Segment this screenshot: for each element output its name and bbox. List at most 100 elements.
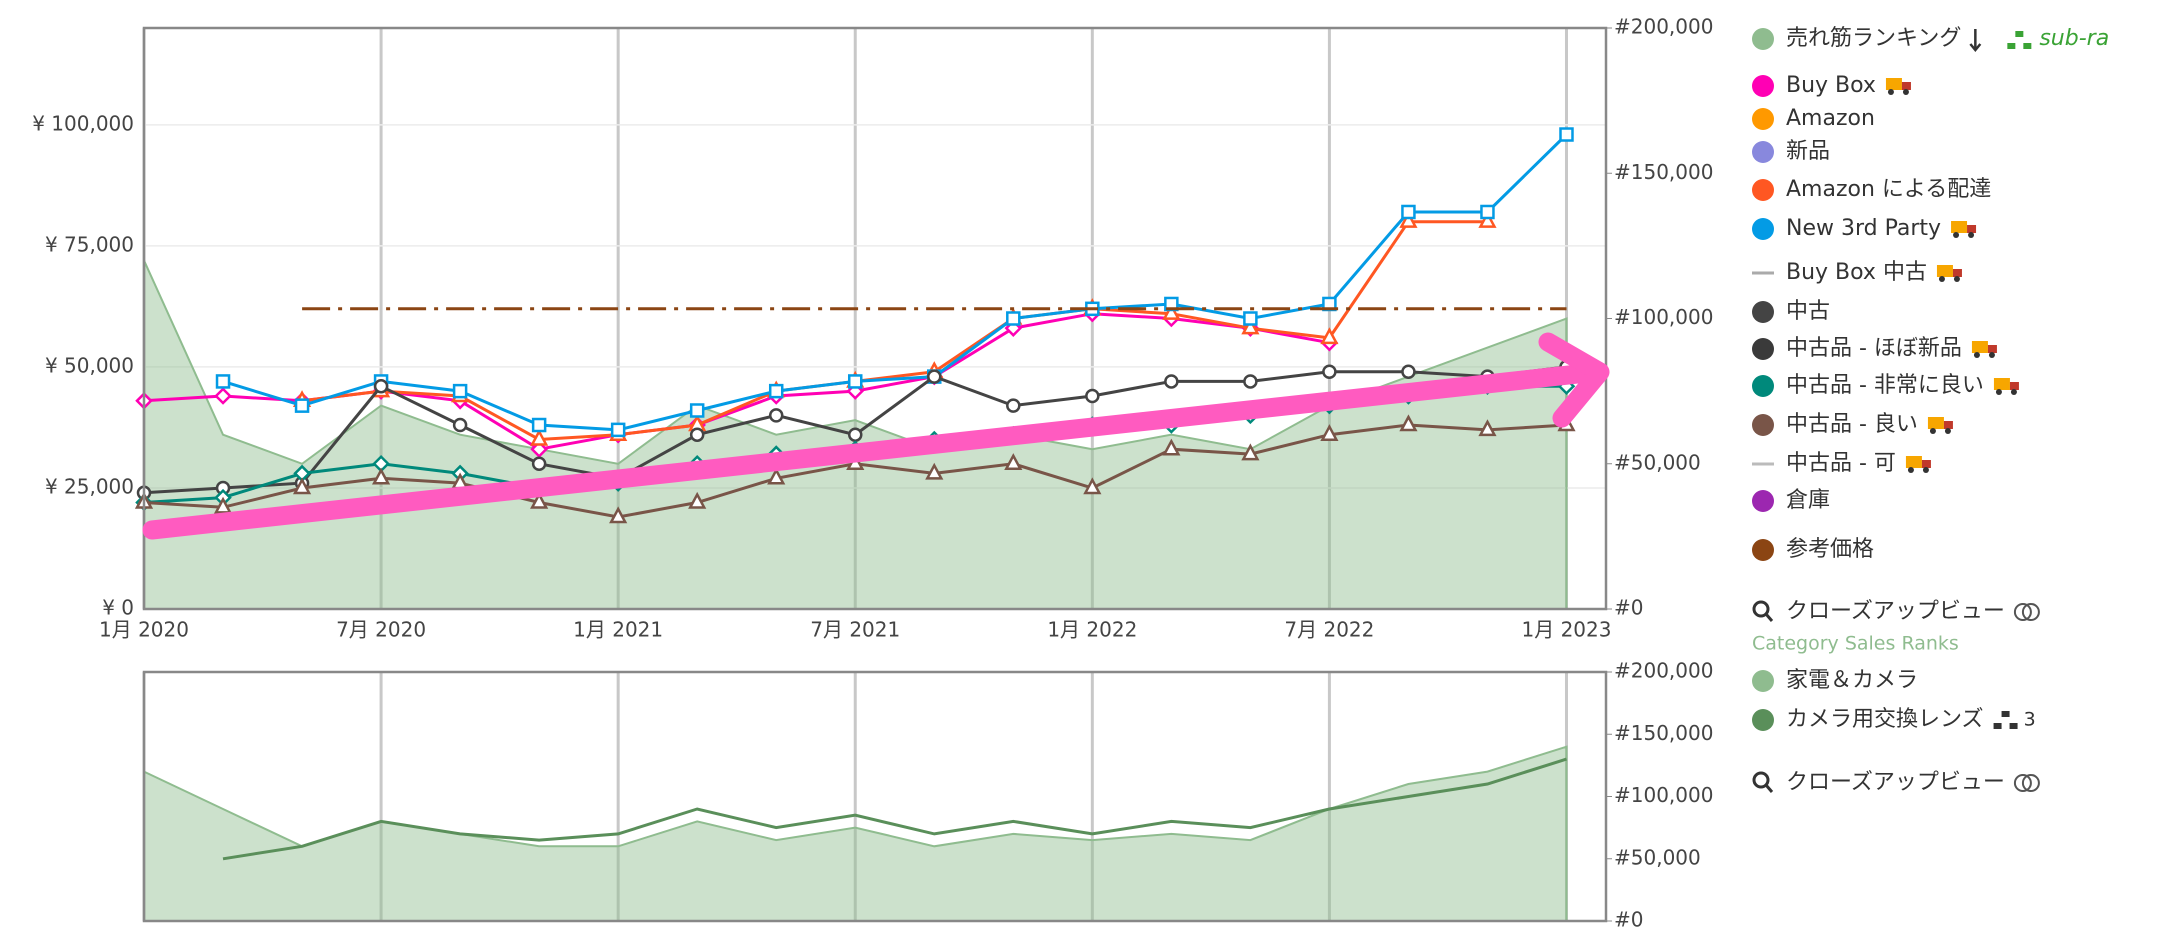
point <box>1243 311 1258 326</box>
point <box>1559 127 1574 142</box>
point <box>1241 443 1260 461</box>
point <box>610 422 626 438</box>
legend-label: 中古品 - 良い <box>1786 412 1918 437</box>
point <box>1162 438 1181 456</box>
legend-label: Buy Box <box>1786 73 1876 98</box>
closeup-label[interactable]: クローズアップビュー <box>1786 770 2005 795</box>
point <box>214 387 232 405</box>
sub-ranks-link[interactable]: sub-ra <box>2039 26 2109 51</box>
point <box>1083 477 1102 495</box>
point <box>768 383 784 399</box>
point <box>1162 303 1181 320</box>
point <box>1478 419 1497 437</box>
x-tick-label: 1月 2022 <box>1047 618 1137 642</box>
legend-symbol <box>1752 179 1774 201</box>
y-tick-label: ¥ 75,000 <box>45 232 134 256</box>
y-tick-label: ¥ 50,000 <box>45 353 134 377</box>
truck-icon <box>1887 89 1894 95</box>
point <box>1085 388 1100 404</box>
truck-icon <box>1922 467 1929 473</box>
truck-icon <box>1988 352 1995 358</box>
point <box>373 379 389 394</box>
truck-icon <box>1953 232 1960 238</box>
point <box>371 467 391 485</box>
y2-tick-label: #200,000 <box>1614 15 1713 39</box>
legend-symbol <box>1752 490 1774 512</box>
legend-symbol <box>1752 75 1774 97</box>
toggle-icon <box>2013 603 2032 621</box>
x-tick-label: 1月 2023 <box>1521 618 1611 642</box>
category-heading: Category Sales Ranks <box>1752 633 1959 655</box>
y2-tick-label: #150,000 <box>1614 721 1713 745</box>
point <box>292 477 312 495</box>
legend-label: 参考価格 <box>1786 537 1874 562</box>
point <box>530 491 549 509</box>
toggle-icon <box>2021 603 2040 621</box>
truck-icon <box>1901 82 1911 90</box>
point <box>1006 311 1021 326</box>
point <box>531 417 547 433</box>
closeup-label[interactable]: クローズアップビュー <box>1786 599 2005 624</box>
point <box>767 467 786 485</box>
y-tick-label: ¥ 100,000 <box>32 111 134 135</box>
legend-symbol <box>1752 218 1774 240</box>
sort-icon <box>1969 43 1982 52</box>
legend-symbol <box>1752 108 1774 130</box>
point <box>1004 453 1023 470</box>
truck-icon <box>1938 276 1945 282</box>
legend-label: 中古 <box>1786 299 1830 324</box>
point <box>1399 211 1418 228</box>
truck-icon <box>1943 421 1953 429</box>
point <box>213 496 233 514</box>
truck-icon <box>1967 225 1977 233</box>
toggle-icon <box>2013 774 2032 792</box>
truck-icon <box>1907 467 1914 473</box>
point <box>1401 204 1416 220</box>
y-tick-label: ¥ 25,000 <box>45 474 134 498</box>
annotation-arrowhead <box>1538 332 1610 428</box>
magnifier-icon <box>1752 600 1770 618</box>
point <box>609 506 628 524</box>
truck-icon <box>1971 341 1988 353</box>
point <box>688 491 707 509</box>
legend-label: 中古品 - 非常に良い <box>1786 373 1984 398</box>
point <box>1320 424 1339 441</box>
y2-tick-label: #50,000 <box>1614 450 1701 474</box>
plot-frame <box>142 670 1608 923</box>
line <box>222 757 1567 861</box>
truck-icon <box>2010 389 2017 395</box>
point <box>530 428 549 446</box>
subcategory-count: 3 <box>2024 709 2036 731</box>
y2-tick-label: #0 <box>1614 908 1643 932</box>
point <box>452 383 468 399</box>
y2-tick-label: #50,000 <box>1614 845 1701 869</box>
legend-label: 新品 <box>1786 139 1830 164</box>
point <box>689 427 705 442</box>
point <box>1480 204 1495 220</box>
truck-icon <box>1968 232 1975 238</box>
point <box>452 417 468 433</box>
point <box>847 374 863 389</box>
legend-symbol <box>1752 301 1774 323</box>
truck-icon <box>1905 456 1922 468</box>
legend-symbol <box>1752 709 1774 731</box>
point <box>294 398 310 413</box>
point <box>1320 327 1339 345</box>
magnifier-icon <box>1752 771 1770 789</box>
truck-icon <box>1995 389 2002 395</box>
legend-label: 中古品 - 可 <box>1786 451 1896 476</box>
truck-icon <box>1885 78 1902 90</box>
y2-tick-label: #100,000 <box>1614 783 1713 807</box>
legend-label: Amazon による配達 <box>1786 177 1991 202</box>
point <box>689 403 705 418</box>
x-tick-label: 1月 2020 <box>99 618 189 642</box>
point <box>927 369 942 384</box>
point <box>1006 398 1021 413</box>
x-tick-label: 1月 2021 <box>573 618 663 642</box>
y-tick-label: ¥ 0 <box>102 596 134 620</box>
y2-tick-label: #150,000 <box>1614 160 1713 184</box>
truck-icon <box>1902 89 1909 95</box>
x-tick-label: 7月 2022 <box>1284 618 1374 642</box>
annotation-arrow <box>142 362 1606 540</box>
